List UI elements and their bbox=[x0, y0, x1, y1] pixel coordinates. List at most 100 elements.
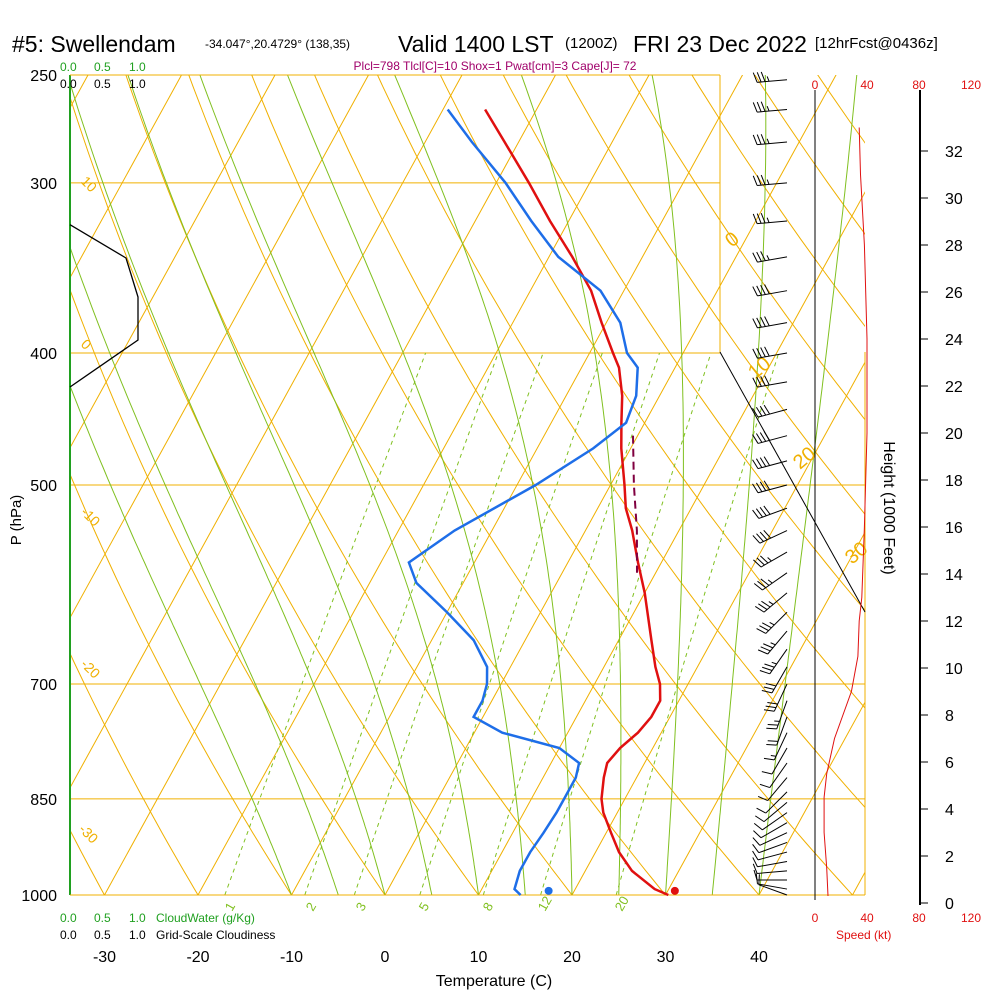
wind-barb bbox=[753, 551, 788, 568]
wind-barb bbox=[761, 747, 788, 775]
temperature-profile bbox=[484, 108, 669, 897]
wind-barb bbox=[752, 101, 788, 113]
wind-barb-shaft bbox=[757, 381, 788, 388]
moist-adiabat-35 bbox=[711, 75, 767, 895]
mixing-ratio-2 bbox=[304, 352, 499, 895]
moist-adiabat--5 bbox=[70, 245, 339, 895]
valid-time: Valid 1400 LST bbox=[398, 31, 554, 57]
moist-adiabat-30 bbox=[651, 75, 684, 895]
dry-adiabat--20 bbox=[70, 652, 199, 895]
dry-adiabat-130 bbox=[817, 75, 865, 144]
wind-barb-feather bbox=[760, 251, 766, 261]
wind-barb-feather bbox=[761, 689, 773, 694]
wind-barb bbox=[752, 832, 788, 846]
height-tick-30: 30 bbox=[945, 191, 963, 208]
wind-barb-feather bbox=[756, 101, 762, 112]
wind-barb-half-feather bbox=[768, 601, 774, 605]
wind-barb-shaft bbox=[773, 732, 788, 761]
wind-barb-feather bbox=[761, 600, 771, 608]
wind-barb bbox=[752, 174, 788, 186]
wind-barb bbox=[753, 572, 788, 591]
moist-adiabat-15 bbox=[286, 75, 526, 895]
isotherm--50 bbox=[70, 75, 370, 619]
cloudiness-scale-bottom-1: 0.5 bbox=[94, 928, 111, 942]
dry-adiabat-90 bbox=[565, 75, 865, 516]
freezing-level-line bbox=[69, 224, 139, 388]
dry-adiabat-lines bbox=[70, 75, 865, 895]
wind-barb-feather bbox=[760, 555, 769, 564]
wind-barb-feather bbox=[752, 102, 758, 113]
dry-adiabat-30 bbox=[188, 75, 667, 895]
wind-barb-feather bbox=[752, 863, 758, 874]
wind-barb-feather bbox=[759, 481, 767, 491]
wind-barb-half-feather bbox=[766, 106, 770, 112]
wind-barb-feather bbox=[752, 348, 758, 359]
mixing-ratio-20 bbox=[615, 352, 780, 895]
wind-barb bbox=[752, 346, 788, 359]
wind-barb-shaft bbox=[757, 870, 788, 874]
wind-barb bbox=[752, 505, 788, 519]
forecast-label: [12hrFcst@0436z] bbox=[815, 35, 938, 52]
wind-barb-feather bbox=[755, 605, 765, 613]
wind-barb-feather bbox=[755, 433, 763, 443]
height-axis: Height (1000 Feet) 024681012141618202224… bbox=[880, 90, 963, 913]
wind-barb bbox=[755, 592, 788, 613]
temperature-tick-20: 20 bbox=[563, 949, 581, 966]
height-tick-10: 10 bbox=[945, 661, 963, 678]
cloudwater-scale-bottom-0: 0.0 bbox=[60, 911, 77, 925]
wind-barb-shaft bbox=[757, 108, 788, 113]
wind-barb-feather bbox=[752, 459, 759, 469]
wind-barb bbox=[752, 213, 788, 225]
isotherm-label-4: -30 bbox=[76, 821, 102, 847]
isotherm-40 bbox=[758, 701, 865, 895]
wind-barb-feather bbox=[756, 317, 762, 328]
wind-barb-shaft bbox=[771, 666, 788, 694]
isotherm-30 bbox=[664, 531, 865, 895]
wind-barb-feather bbox=[761, 771, 773, 775]
wind-barb-shaft bbox=[757, 79, 788, 83]
wind-barb bbox=[752, 134, 788, 146]
temperature-tick--10: -10 bbox=[280, 949, 303, 966]
wind-barb-feather bbox=[759, 625, 769, 632]
speed-scale-bottom-40: 40 bbox=[860, 911, 874, 925]
wind-barb-feather bbox=[759, 670, 770, 675]
wind-barb-feather bbox=[752, 72, 758, 83]
wind-barb bbox=[753, 869, 787, 881]
wind-barb-shaft bbox=[757, 290, 788, 297]
cloudwater-scale-top-1: 0.5 bbox=[94, 60, 111, 74]
wind-barb-shaft bbox=[757, 322, 788, 329]
wind-barb-feather bbox=[764, 375, 770, 386]
mixing-ratio-label-5: 12 bbox=[535, 893, 555, 913]
wind-barb-feather bbox=[752, 509, 760, 519]
cloudwater-scale-bottom-1: 0.5 bbox=[94, 911, 111, 925]
cloudiness-label: Grid-Scale Cloudiness bbox=[156, 928, 275, 942]
pressure-axis: P (hPa) 250 300 400 500 700 850 1000 bbox=[8, 68, 57, 905]
wind-barb-feather bbox=[760, 213, 766, 224]
wind-barb-feather bbox=[752, 483, 759, 494]
dry-adiabat--30 bbox=[70, 829, 106, 895]
speed-scale-bottom-0: 0 bbox=[812, 911, 819, 925]
mixing-ratio-label-4: 8 bbox=[480, 900, 497, 914]
wind-barb bbox=[766, 716, 788, 746]
wind-barb bbox=[752, 857, 788, 868]
wind-barb-feather bbox=[760, 284, 766, 295]
wind-barb-shaft bbox=[762, 572, 788, 591]
wind-barb-feather bbox=[753, 583, 763, 591]
adiabat-label-3: 30 bbox=[841, 538, 872, 569]
dry-adiabat-100 bbox=[628, 75, 865, 421]
wind-barb bbox=[752, 71, 788, 83]
wind-barb-feather bbox=[752, 857, 758, 867]
wind-barb-feather bbox=[759, 432, 767, 442]
isotherm--90 bbox=[0, 51, 8, 924]
wind-barb-shaft bbox=[763, 592, 788, 613]
wind-barbs bbox=[752, 71, 788, 896]
wind-barb bbox=[752, 480, 788, 494]
wind-barb-shaft bbox=[757, 435, 788, 444]
wind-barb bbox=[752, 850, 788, 861]
wind-barb-feather bbox=[756, 251, 762, 262]
wind-barb-feather bbox=[752, 408, 759, 418]
wind-barb-feather bbox=[752, 213, 758, 224]
wind-barb-feather bbox=[763, 431, 771, 441]
wind-barb-feather bbox=[763, 686, 775, 690]
isotherm--60 bbox=[70, 75, 276, 449]
